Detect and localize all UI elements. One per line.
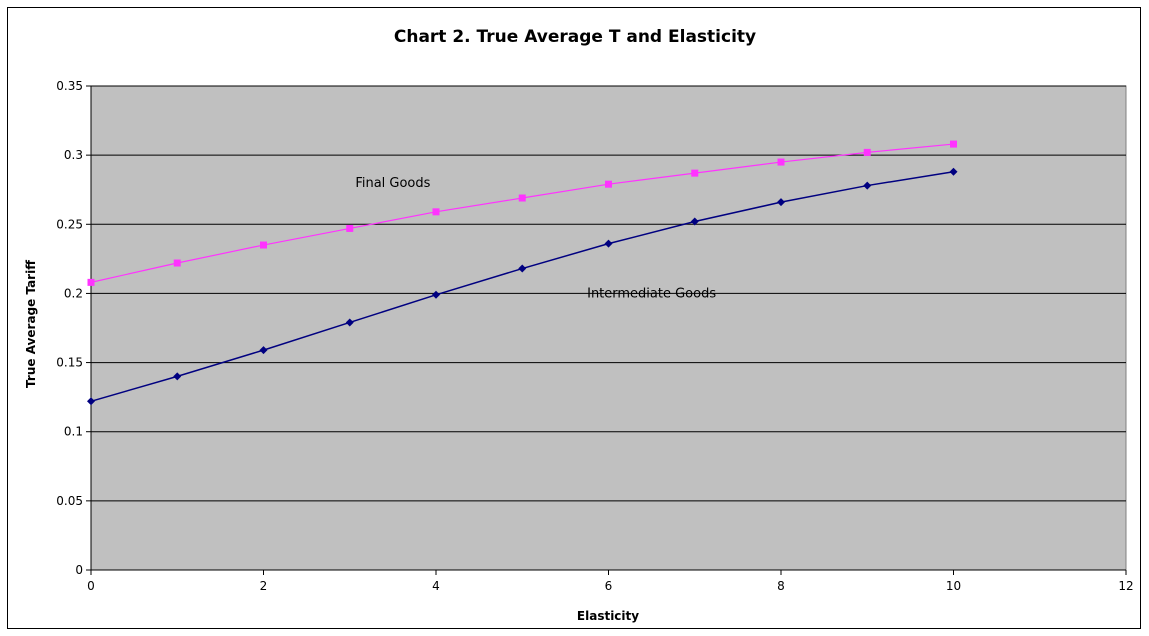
gridlines (91, 85, 1126, 502)
y-tick-label: 0.15 (56, 356, 83, 370)
tick-labels: 0 0.05 0.1 0.15 0.2 0.25 0.3 0.35 0 2 4 6 8 10 12 (56, 79, 1133, 593)
data-point-diamond (949, 167, 958, 176)
data-point-diamond (87, 397, 95, 406)
chart-svg: Chart 2. True Average T and Elasticity 0… (24, 27, 1134, 623)
x-axis-label: Elasticity (577, 609, 639, 623)
annotation-layer: Final Goods Intermediate Goods (355, 176, 716, 302)
data-point-square (87, 278, 95, 286)
x-tick-label: 12 (1118, 579, 1133, 593)
chart-title: Chart 2. True Average T and Elasticity (394, 27, 756, 47)
y-tick-label: 0 (75, 563, 83, 577)
x-tick-label: 0 (87, 579, 95, 593)
x-tick-label: 10 (946, 579, 961, 593)
x-tick-label: 6 (605, 579, 613, 593)
annotation-label: Final Goods (355, 176, 430, 191)
data-point-diamond (863, 181, 872, 190)
data-point-square (863, 148, 871, 156)
y-tick-label: 0.05 (56, 494, 83, 508)
series-layer (87, 140, 958, 406)
data-point-square (432, 208, 440, 216)
data-point-square (173, 259, 181, 267)
series-final-goods (87, 140, 957, 286)
data-point-square (518, 194, 526, 202)
x-tick-label: 2 (260, 579, 268, 593)
data-point-diamond (777, 198, 785, 207)
chart-frame: Chart 2. True Average T and Elasticity 0… (7, 7, 1141, 629)
y-tick-label: 0.25 (56, 217, 83, 231)
plot-area (90, 85, 1127, 571)
y-tick-label: 0.3 (64, 148, 83, 162)
axes (86, 85, 1127, 575)
x-tick-label: 8 (777, 579, 785, 593)
data-point-square (260, 241, 267, 249)
data-point-square (777, 158, 785, 166)
data-point-square (950, 140, 957, 148)
y-axis-label: True Average Tariff (24, 260, 38, 388)
y-tick-label: 0.2 (64, 286, 83, 300)
data-point-diamond (259, 346, 268, 355)
data-point-diamond (690, 217, 699, 226)
data-point-diamond (173, 372, 182, 381)
annotation-label: Intermediate Goods (587, 287, 716, 302)
data-point-diamond (518, 264, 527, 273)
y-tick-label: 0.35 (56, 79, 83, 93)
data-point-diamond (345, 318, 354, 327)
data-point-square (691, 169, 699, 177)
data-point-diamond (432, 290, 440, 299)
data-point-square (346, 224, 354, 232)
x-tick-label: 4 (432, 579, 440, 593)
y-tick-label: 0.1 (64, 425, 83, 439)
data-point-square (605, 180, 612, 188)
data-point-diamond (604, 239, 613, 248)
series-intermediate-goods (87, 167, 958, 406)
